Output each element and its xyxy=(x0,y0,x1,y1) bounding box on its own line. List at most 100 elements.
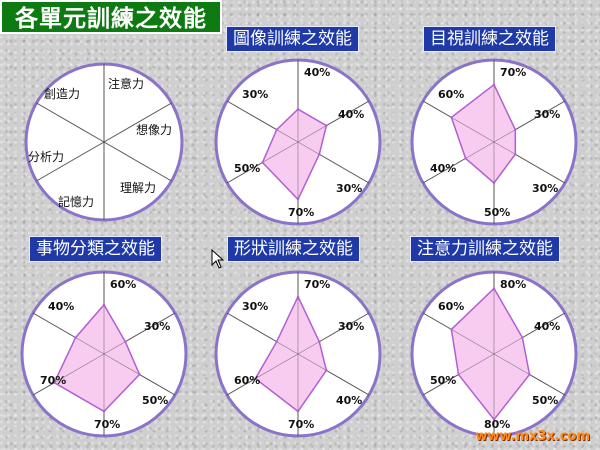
radar-point xyxy=(124,340,127,343)
mouse-cursor-icon xyxy=(211,249,225,269)
chart-title-classification: 事物分類之效能 xyxy=(29,236,162,262)
radar-value-label: 50% xyxy=(484,206,510,219)
radar-value-label: 70% xyxy=(40,374,66,387)
radar-point xyxy=(261,161,264,164)
radar-point xyxy=(102,410,106,413)
radar-value-label: 30% xyxy=(144,320,170,333)
radar-value-label: 70% xyxy=(500,66,526,79)
radar-point xyxy=(514,128,517,131)
radar-point xyxy=(457,373,460,376)
radar-value-label: 50% xyxy=(142,394,168,407)
radar-value-label: 30% xyxy=(532,182,558,195)
radar-point xyxy=(492,83,496,86)
radar-chart: 70% 30% 30% 50% 40% 60% xyxy=(410,58,578,226)
chart-spoke-overlay xyxy=(32,312,105,355)
radar-value-label: 50% xyxy=(532,394,558,407)
radar-point xyxy=(492,181,496,185)
radar-value-label: 50% xyxy=(430,374,456,387)
radar-value-label: 60% xyxy=(438,88,464,101)
chart-title-attention-training: 注意力訓練之效能 xyxy=(410,236,560,262)
chart-spoke-overlay xyxy=(493,141,566,184)
chart-spoke-overlay xyxy=(226,312,299,355)
radar-point xyxy=(254,377,257,380)
radar-point xyxy=(528,373,531,376)
chart-spoke-overlay xyxy=(297,100,370,143)
radar-point xyxy=(492,418,496,421)
radar-value-label: 50% xyxy=(234,162,260,175)
legend-category-label: 創造力 xyxy=(44,87,80,101)
radar-value-label: 40% xyxy=(534,320,560,333)
chart-spoke xyxy=(36,102,105,143)
radar-value-label: 60% xyxy=(234,374,260,387)
chart-spoke-overlay xyxy=(32,353,105,396)
watermark: www.mx3x.com xyxy=(475,429,590,444)
radar-value-label: 30% xyxy=(534,108,560,121)
radar-value-label: 70% xyxy=(288,418,314,431)
legend-category-label: 分析力 xyxy=(28,150,64,164)
radar-value-label: 60% xyxy=(438,300,464,313)
legend-category-label: 想像力 xyxy=(136,122,172,137)
radar-value-label: 30% xyxy=(242,300,268,313)
radar-value-label: 70% xyxy=(304,278,330,291)
radar-point xyxy=(296,410,300,413)
radar-value-label: 70% xyxy=(288,206,314,219)
radar-chart: 80% 40% 50% 80% 50% 60% xyxy=(410,270,578,438)
chart-spoke xyxy=(36,141,105,182)
radar-point xyxy=(325,124,328,127)
radar-point xyxy=(138,373,141,376)
radar-value-label: 70% xyxy=(94,418,120,431)
radar-point xyxy=(74,336,77,339)
radar-point xyxy=(514,153,517,156)
radar-value-label: 30% xyxy=(338,320,364,333)
chart-title-shape-training: 形狀訓練之效能 xyxy=(227,236,360,262)
radar-point xyxy=(492,287,496,290)
radar-value-label: 40% xyxy=(338,108,364,121)
radar-point xyxy=(275,128,278,131)
chart-spoke-overlay xyxy=(422,100,495,143)
radar-value-label: 80% xyxy=(500,278,526,291)
radar-point xyxy=(53,381,56,384)
chart-spoke-overlay xyxy=(226,100,299,143)
radar-value-label: 30% xyxy=(242,88,268,101)
radar-point xyxy=(275,340,278,343)
radar-value-label: 40% xyxy=(48,300,74,313)
chart-spoke-overlay xyxy=(103,312,176,355)
radar-value-label: 40% xyxy=(430,162,456,175)
legend-category-label: 理解力 xyxy=(120,181,156,195)
radar-point xyxy=(325,369,328,372)
radar-point xyxy=(318,153,321,156)
radar-value-label: 30% xyxy=(336,182,362,195)
chart-spoke-overlay xyxy=(493,312,566,355)
radar-chart: 70% 30% 40% 70% 60% 30% xyxy=(214,270,382,438)
radar-value-label: 60% xyxy=(110,278,136,291)
radar-point xyxy=(521,336,524,339)
chart-spoke-overlay xyxy=(297,353,370,396)
main-title: 各單元訓練之效能 xyxy=(0,0,222,34)
radar-chart: 40% 40% 30% 70% 50% 30% xyxy=(214,58,382,226)
chart-spoke-overlay xyxy=(297,312,370,355)
chart-spoke-overlay xyxy=(422,141,495,184)
radar-point xyxy=(450,116,453,119)
radar-value-label: 40% xyxy=(336,394,362,407)
chart-title-visual-training: 目視訓練之效能 xyxy=(423,26,556,52)
radar-point xyxy=(296,295,300,298)
radar-point xyxy=(318,340,321,343)
radar-point xyxy=(464,157,467,160)
legend-category-label: 注意力 xyxy=(108,76,144,91)
legend-category-label: 記憶力 xyxy=(58,194,94,209)
radar-point xyxy=(450,328,453,331)
radar-point xyxy=(296,108,300,111)
chart-spoke xyxy=(103,141,172,182)
chart-spoke-overlay xyxy=(422,312,495,355)
chart-spoke-overlay xyxy=(297,141,370,184)
radar-value-label: 40% xyxy=(304,66,330,79)
chart-spoke xyxy=(103,102,172,143)
chart-title-image-training: 圖像訓練之效能 xyxy=(226,26,359,52)
radar-chart: 60% 30% 50% 70% 70% 40% xyxy=(20,270,188,438)
chart-spoke-overlay xyxy=(493,100,566,143)
radar-value-label: 80% xyxy=(484,418,510,431)
radar-point xyxy=(296,198,300,201)
chart-spoke-overlay xyxy=(226,353,299,396)
